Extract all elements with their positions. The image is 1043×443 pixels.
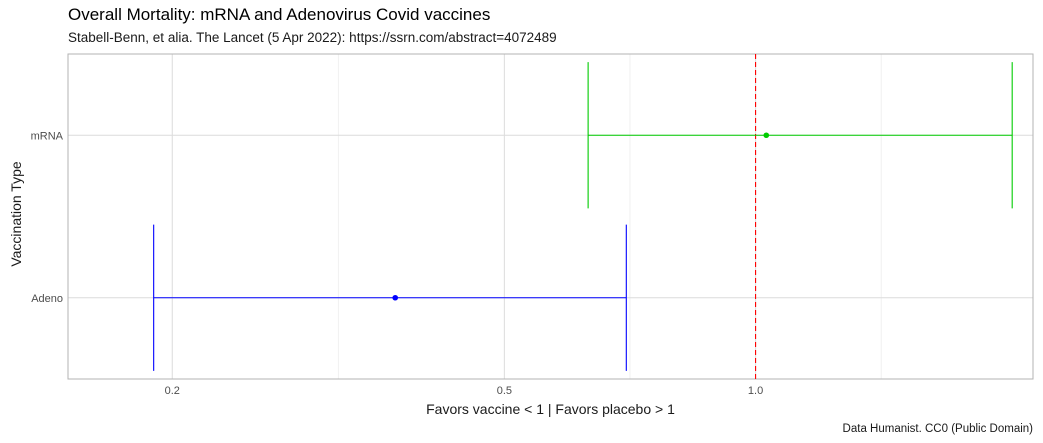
chart-subtitle: Stabell-Benn, et alia. The Lancet (5 Apr… <box>68 30 557 45</box>
x-tick-label: 1.0 <box>748 385 763 397</box>
panel-border <box>67 53 1034 380</box>
point-estimate-adeno <box>392 294 399 301</box>
chart-title: Overall Mortality: mRNA and Adenovirus C… <box>68 5 491 24</box>
y-tick-label: mRNA <box>31 130 64 142</box>
x-tick-label: 0.2 <box>165 385 180 397</box>
y-axis-label: Vaccination Type <box>8 161 24 267</box>
y-tick-label: Adeno <box>31 293 63 305</box>
x-tick-label: 0.5 <box>497 385 512 397</box>
x-axis-label: Favors vaccine < 1 | Favors placebo > 1 <box>426 401 675 417</box>
point-estimate-mrna <box>763 132 770 139</box>
chart-caption: Data Humanist. CC0 (Public Domain) <box>842 423 1033 435</box>
